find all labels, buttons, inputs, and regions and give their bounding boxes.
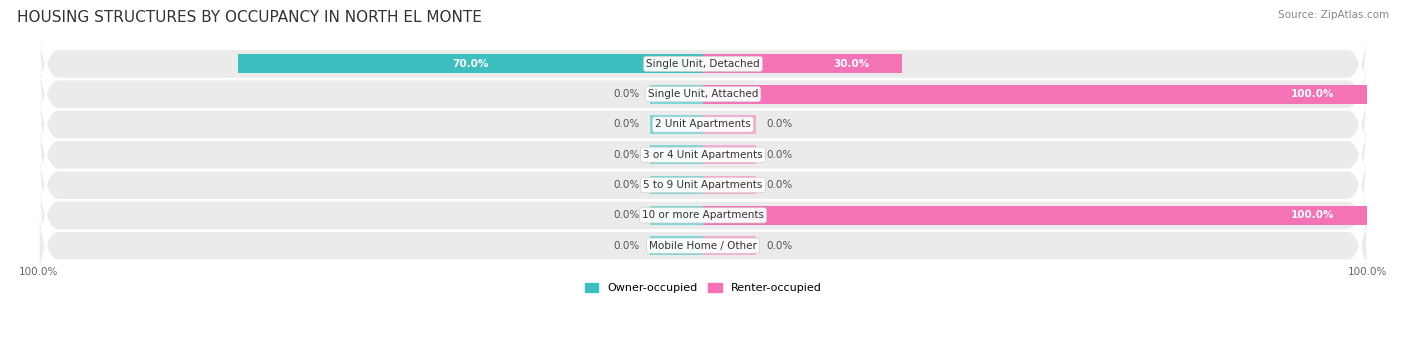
Bar bbox=[703, 206, 1367, 225]
Bar bbox=[650, 176, 703, 194]
Bar bbox=[703, 115, 756, 134]
Text: 100.0%: 100.0% bbox=[1291, 210, 1334, 220]
Bar bbox=[703, 145, 756, 164]
Text: Single Unit, Detached: Single Unit, Detached bbox=[647, 59, 759, 69]
Bar bbox=[703, 55, 903, 73]
Text: 3 or 4 Unit Apartments: 3 or 4 Unit Apartments bbox=[643, 150, 763, 160]
FancyBboxPatch shape bbox=[39, 169, 1367, 322]
Bar bbox=[650, 145, 703, 164]
Bar bbox=[650, 236, 703, 255]
Bar bbox=[238, 55, 703, 73]
Text: 0.0%: 0.0% bbox=[613, 241, 640, 251]
Text: 0.0%: 0.0% bbox=[766, 180, 793, 190]
Text: 0.0%: 0.0% bbox=[613, 180, 640, 190]
Text: 0.0%: 0.0% bbox=[613, 89, 640, 99]
Bar bbox=[650, 206, 703, 225]
Text: Source: ZipAtlas.com: Source: ZipAtlas.com bbox=[1278, 10, 1389, 20]
FancyBboxPatch shape bbox=[39, 0, 1367, 140]
Text: 30.0%: 30.0% bbox=[832, 59, 869, 69]
Text: 2 Unit Apartments: 2 Unit Apartments bbox=[655, 119, 751, 130]
Text: 0.0%: 0.0% bbox=[766, 119, 793, 130]
FancyBboxPatch shape bbox=[39, 109, 1367, 261]
FancyBboxPatch shape bbox=[39, 18, 1367, 170]
Text: HOUSING STRUCTURES BY OCCUPANCY IN NORTH EL MONTE: HOUSING STRUCTURES BY OCCUPANCY IN NORTH… bbox=[17, 10, 482, 25]
Text: 0.0%: 0.0% bbox=[766, 241, 793, 251]
Legend: Owner-occupied, Renter-occupied: Owner-occupied, Renter-occupied bbox=[581, 278, 825, 298]
Text: 0.0%: 0.0% bbox=[613, 210, 640, 220]
Text: Single Unit, Attached: Single Unit, Attached bbox=[648, 89, 758, 99]
Text: 0.0%: 0.0% bbox=[613, 119, 640, 130]
Bar bbox=[703, 176, 756, 194]
FancyBboxPatch shape bbox=[39, 48, 1367, 201]
FancyBboxPatch shape bbox=[39, 79, 1367, 231]
Bar bbox=[703, 236, 756, 255]
Bar bbox=[650, 115, 703, 134]
FancyBboxPatch shape bbox=[39, 139, 1367, 292]
Text: 5 to 9 Unit Apartments: 5 to 9 Unit Apartments bbox=[644, 180, 762, 190]
Bar bbox=[703, 85, 1367, 104]
Text: 70.0%: 70.0% bbox=[453, 59, 489, 69]
Text: 100.0%: 100.0% bbox=[1291, 89, 1334, 99]
Text: 10 or more Apartments: 10 or more Apartments bbox=[643, 210, 763, 220]
Text: 0.0%: 0.0% bbox=[613, 150, 640, 160]
Text: 0.0%: 0.0% bbox=[766, 150, 793, 160]
Text: Mobile Home / Other: Mobile Home / Other bbox=[650, 241, 756, 251]
Bar bbox=[650, 85, 703, 104]
